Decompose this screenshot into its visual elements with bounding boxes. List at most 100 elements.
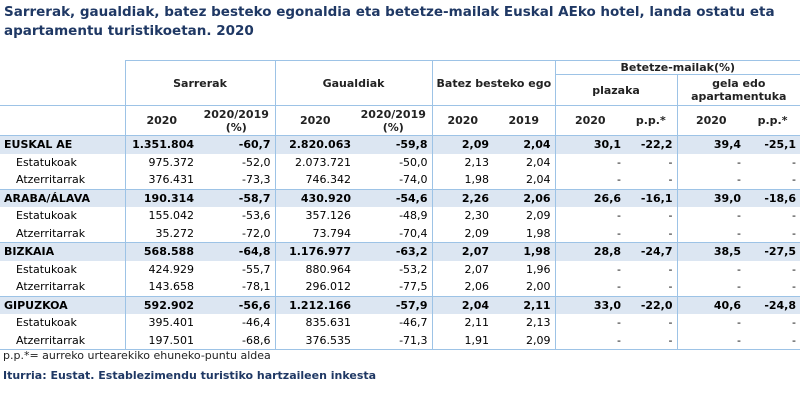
cell: 880.964 — [274, 260, 356, 278]
cell: -52,0 — [242, 155, 271, 169]
cell: 2,04 — [431, 295, 494, 314]
cell: 1,98 — [431, 171, 494, 189]
cell: 26,6 — [554, 188, 626, 207]
cell: 592.902 — [124, 295, 198, 314]
table-row: Estatukoak 424.929 -55,7 880.964 -53,2 2,07 1,… — [0, 260, 800, 278]
table-row: GIPUZKOA 592.902 -56,6 1.212.166 -57,9 2,04 2,… — [0, 295, 800, 314]
row-label: Atzerritarrak — [16, 280, 86, 294]
cell: - — [792, 280, 797, 294]
cell: -59,8 — [355, 135, 433, 154]
cell: - — [676, 278, 746, 296]
cell: 155.042 — [124, 207, 198, 225]
header: Gaualdiak — [274, 60, 433, 106]
table-row: Estatukoak 395.401 -46,4 835.631 -46,7 2,11 2,… — [0, 314, 800, 332]
cell: -77,5 — [399, 280, 428, 294]
cell: 1.212.166 — [274, 295, 356, 314]
cell: 376.535 — [274, 331, 356, 350]
cell: 2,09 — [493, 331, 556, 350]
sub-header: 2020/2019 (%) — [198, 105, 276, 136]
cell: 2.073.721 — [274, 153, 356, 171]
cell: 39,4 — [676, 135, 746, 154]
cell: - — [792, 226, 797, 240]
header: Sarrerak — [124, 60, 276, 106]
cell: - — [668, 316, 673, 330]
cell: -53,2 — [399, 262, 428, 276]
row-label: BIZKAIA — [0, 242, 125, 261]
row-label: Atzerritarrak — [0, 331, 125, 350]
cell: 1.176.977 — [274, 242, 356, 261]
cell: - — [676, 153, 746, 171]
header-row: 2020 2020/2019 (%) 2020 2020/2019 (%) 2020 20… — [0, 105, 800, 136]
cell: - — [668, 262, 673, 276]
cell: -53,6 — [242, 209, 271, 223]
cell: - — [676, 224, 746, 243]
cell: 357.126 — [274, 207, 356, 225]
cell: 2,07 — [431, 260, 494, 278]
cell: - — [676, 331, 746, 350]
cell: -46,4 — [242, 316, 271, 330]
sub-header: 2020 — [554, 105, 626, 136]
cell: -63,2 — [355, 242, 433, 261]
sub-header: 2020 — [676, 105, 746, 136]
cell: 73.794 — [274, 224, 356, 243]
row-label: Estatukoak — [16, 209, 77, 223]
cell: 2,04 — [526, 155, 551, 169]
cell: - — [676, 260, 746, 278]
cell: 2,13 — [431, 153, 494, 171]
cell: 746.342 — [274, 171, 356, 189]
cell: -24,7 — [625, 242, 678, 261]
header: gela edo apartamentuka — [676, 74, 800, 106]
cell: 2,04 — [493, 135, 556, 154]
sub-header: 2020 — [431, 105, 494, 136]
cell: -70,4 — [399, 226, 428, 240]
cell: -27,5 — [745, 242, 800, 261]
cell: 2,06 — [431, 278, 494, 296]
cell: 1,98 — [526, 226, 551, 240]
cell: -68,6 — [198, 331, 276, 350]
cell: - — [554, 331, 626, 350]
cell: - — [792, 173, 797, 187]
cell: 40,6 — [676, 295, 746, 314]
row-label: EUSKAL AE — [0, 135, 125, 154]
sub-header: 2020/2019 (%) — [355, 105, 433, 136]
cell: 30,1 — [554, 135, 626, 154]
header-row: plazaka gela edo apartamentuka — [0, 74, 800, 106]
cell: 2.820.063 — [274, 135, 356, 154]
cell: -56,6 — [198, 295, 276, 314]
sub-header: p.p.* — [625, 105, 678, 136]
cell: -46,7 — [399, 316, 428, 330]
cell: 1,91 — [431, 331, 494, 350]
cell: 2,09 — [526, 209, 551, 223]
cell: 2,30 — [431, 207, 494, 225]
cell: 835.631 — [274, 314, 356, 332]
cell: 2,26 — [431, 188, 494, 207]
cell: - — [792, 209, 797, 223]
row-label: Atzerritarrak — [16, 226, 86, 240]
cell: - — [554, 207, 626, 225]
cell: 376.431 — [124, 171, 198, 189]
cell: 33,0 — [554, 295, 626, 314]
cell: 296.012 — [274, 278, 356, 296]
cell: 2,06 — [493, 188, 556, 207]
cell: - — [668, 173, 673, 187]
cell: 2,11 — [493, 295, 556, 314]
cell: 1.351.804 — [124, 135, 198, 154]
cell: 424.929 — [124, 260, 198, 278]
cell: 2,00 — [526, 280, 551, 294]
sub-header: 2020 — [124, 105, 198, 136]
source: Iturria: Eustat. Establezimendu turistik… — [3, 369, 377, 382]
footnote: p.p.*= aurreko urtearekiko ehuneko-puntu… — [3, 349, 271, 362]
cell: - — [792, 262, 797, 276]
cell: - — [668, 155, 673, 169]
cell: - — [676, 207, 746, 225]
header: plazaka — [554, 74, 678, 106]
table-row: Estatukoak 975.372 -52,0 2.073.721 -50,0 2,13… — [0, 153, 800, 171]
row-label: Atzerritarrak — [16, 173, 86, 187]
cell: - — [554, 260, 626, 278]
cell: - — [745, 331, 800, 350]
cell: 1,96 — [526, 262, 551, 276]
cell: - — [676, 314, 746, 332]
cell: - — [676, 171, 746, 189]
cell: 1,98 — [493, 242, 556, 261]
table-row: Atzerritarrak 143.658 -78,1 296.012 -77,5 2,0… — [0, 278, 800, 296]
